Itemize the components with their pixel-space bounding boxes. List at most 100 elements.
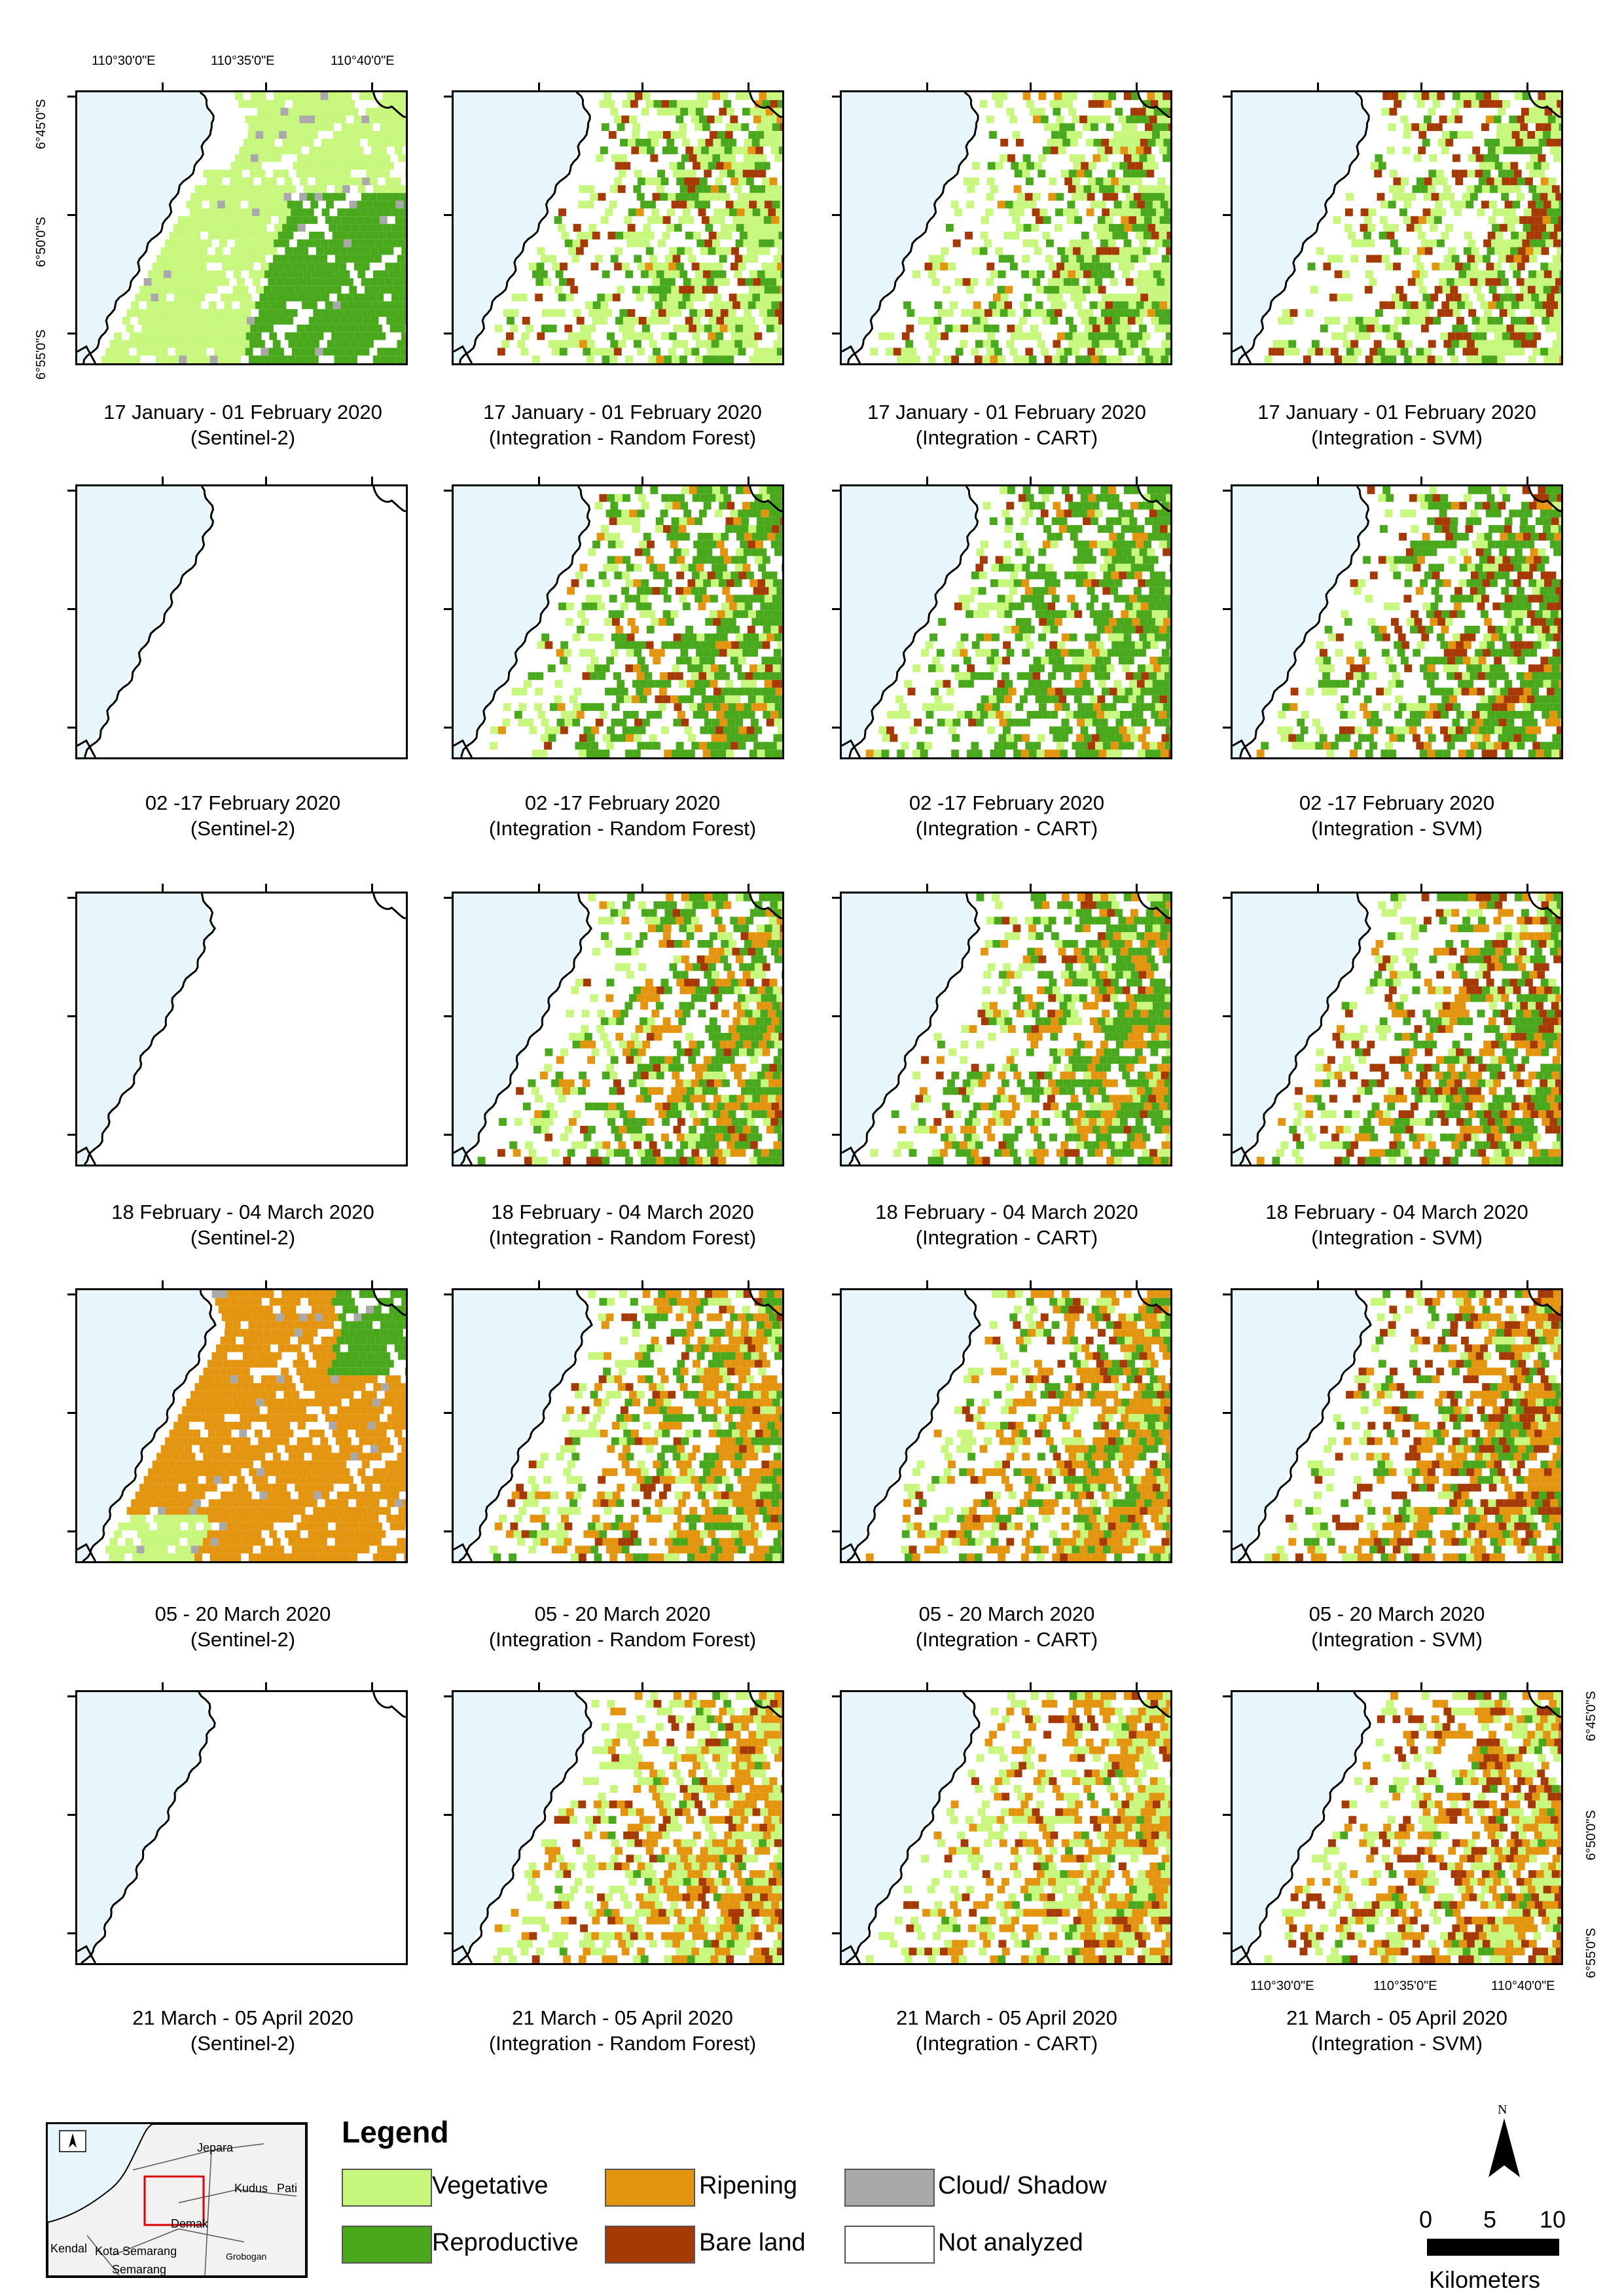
map-panel <box>832 477 1172 759</box>
classified-pixels <box>1256 486 1561 757</box>
latitude-tick <box>444 1412 452 1414</box>
coastline <box>848 894 981 1165</box>
map-panel <box>1223 884 1563 1166</box>
coastline <box>1239 894 1371 1165</box>
classified-pixels <box>870 894 1170 1165</box>
latitude-tick <box>444 608 452 610</box>
longitude-tick <box>1136 884 1138 892</box>
coastline-northeast <box>1528 1290 1561 1316</box>
classification-map <box>840 90 1172 365</box>
coastline <box>82 1290 217 1561</box>
scale-tick-0: 0 <box>1419 2206 1433 2233</box>
latitude-tick <box>444 1932 452 1934</box>
caption-period: 05 - 20 March 2020 <box>154 1602 331 1625</box>
longitude-tick <box>1420 477 1422 484</box>
latitude-tick <box>832 897 840 899</box>
classified-pixels <box>865 1290 1170 1561</box>
longitude-tick <box>264 477 267 484</box>
sea-area <box>454 1290 590 1561</box>
longitude-tick <box>1029 884 1032 892</box>
map-panel <box>67 1280 408 1563</box>
longitude-tick <box>264 82 267 90</box>
latitude-tick <box>1223 1814 1231 1816</box>
caption-method: (Integration - SVM) <box>1311 1628 1483 1651</box>
caption-method: (Integration - CART) <box>915 1226 1098 1249</box>
classification-map <box>452 90 784 365</box>
coastline-northeast <box>1137 894 1170 920</box>
sea-area <box>454 92 590 363</box>
panel-caption: 18 February - 04 March 2020 (Integration … <box>452 1199 793 1250</box>
coastline <box>845 1692 981 1963</box>
longitude-tick <box>748 82 750 90</box>
caption-period: 21 March - 05 April 2020 <box>896 2006 1117 2029</box>
sea-area <box>1233 894 1369 1165</box>
coastline <box>1239 486 1370 757</box>
latitude-tick <box>67 332 75 334</box>
caption-method: (Sentinel-2) <box>190 426 296 449</box>
legend-swatch-reproductive <box>342 2226 432 2264</box>
longitude-tick <box>641 1280 643 1288</box>
sea-area <box>1233 486 1369 757</box>
map-panel <box>444 477 784 759</box>
map-panel <box>67 884 408 1166</box>
panel-caption: 02 -17 February 2020 (Sentinel-2) <box>73 790 413 841</box>
longitude-tick <box>264 1280 267 1288</box>
caption-method: (Integration - CART) <box>915 426 1098 449</box>
inset-label-kota-semarang: Kota Semarang <box>95 2245 177 2258</box>
classification-map <box>452 1288 784 1563</box>
legend-label-bare-land: Bare land <box>699 2229 806 2256</box>
coastline <box>1236 1692 1371 1963</box>
caption-period: 21 March - 05 April 2020 <box>1286 2006 1507 2029</box>
coastline <box>846 1290 981 1561</box>
longitude-tick <box>264 884 267 892</box>
latitude-tick <box>1223 1015 1231 1017</box>
classification-map <box>1231 1690 1563 1965</box>
coastline <box>460 894 592 1165</box>
longitude-tick <box>538 884 541 892</box>
bottom-longitude-label: 110°40'0"E <box>1491 1979 1555 1993</box>
longitude-tick <box>1029 82 1032 90</box>
legend-label-ripening: Ripening <box>699 2172 797 2199</box>
classified-pixels <box>105 1290 406 1561</box>
latitude-tick <box>444 1015 452 1017</box>
map-panel <box>444 1280 784 1563</box>
sea-area <box>842 92 979 363</box>
longitude-tick <box>371 82 374 90</box>
latitude-tick <box>444 1293 452 1296</box>
right-latitude-label: 6°55'0"S <box>1584 1928 1598 1978</box>
sea-area <box>77 894 214 1165</box>
longitude-tick <box>1526 1682 1529 1690</box>
longitude-tick <box>1526 477 1529 484</box>
longitude-tick <box>1420 1682 1422 1690</box>
longitude-tick <box>641 1682 643 1690</box>
longitude-tick <box>162 1682 164 1690</box>
longitude-tick <box>162 477 164 484</box>
longitude-tick <box>1136 1682 1138 1690</box>
classification-map <box>452 484 784 759</box>
scale-bar <box>1427 2239 1559 2256</box>
panel-caption: 05 - 20 March 2020 (Sentinel-2) <box>73 1601 413 1652</box>
latitude-tick <box>444 96 452 98</box>
longitude-tick <box>1420 884 1422 892</box>
sea-area <box>842 1290 979 1561</box>
map-panel <box>444 82 784 365</box>
latitude-tick <box>444 897 452 899</box>
longitude-tick <box>748 1682 750 1690</box>
latitude-tick <box>444 1814 452 1816</box>
latitude-tick <box>444 1530 452 1532</box>
north-arrow: N <box>1485 2103 1524 2181</box>
latitude-tick <box>67 1015 75 1017</box>
classified-pixels <box>490 486 782 757</box>
caption-method: (Integration - SVM) <box>1311 817 1483 840</box>
inset-label-pati: Pati <box>277 2182 298 2195</box>
caption-period: 18 February - 04 March 2020 <box>1265 1201 1528 1223</box>
coastline-northeast <box>1137 1692 1170 1718</box>
longitude-tick <box>162 884 164 892</box>
classified-pixels <box>1256 894 1561 1165</box>
coastline-northeast <box>372 894 406 920</box>
longitude-tick <box>1526 884 1529 892</box>
latitude-tick <box>67 1293 75 1296</box>
caption-method: (Integration - SVM) <box>1311 1226 1483 1249</box>
caption-period: 17 January - 01 February 2020 <box>867 401 1146 424</box>
coastline <box>457 1692 592 1963</box>
